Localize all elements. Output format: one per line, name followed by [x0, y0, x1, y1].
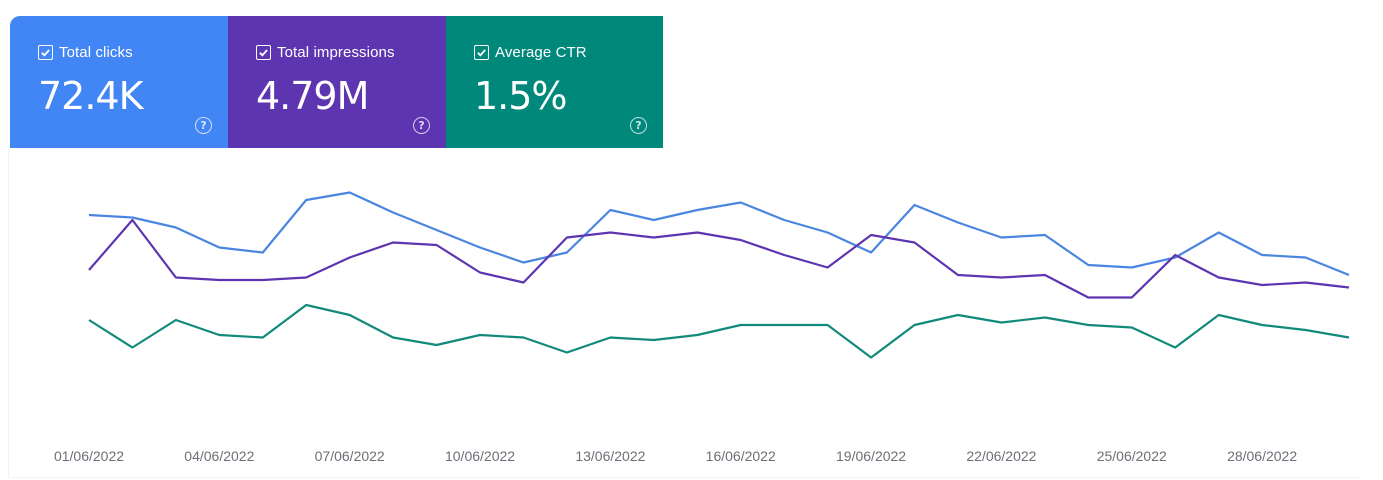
series-line-2	[88, 303, 1350, 359]
metric-card-total-clicks[interactable]: Total clicks 72.4K ?	[10, 16, 228, 148]
x-tick-label: 07/06/2022	[315, 448, 385, 464]
x-tick-label: 13/06/2022	[575, 448, 645, 464]
metric-card-header: Average CTR	[474, 44, 587, 61]
metric-card-header: Total clicks	[38, 44, 133, 61]
checkbox-checked-icon[interactable]	[38, 45, 53, 60]
metric-label: Total clicks	[59, 44, 133, 61]
metric-value: 72.4K	[38, 74, 144, 118]
metric-cards: Total clicks 72.4K ? Total impressions 4…	[10, 16, 663, 148]
metric-value: 1.5%	[474, 74, 568, 118]
metric-card-average-ctr[interactable]: Average CTR 1.5% ?	[446, 16, 663, 148]
x-tick-label: 25/06/2022	[1097, 448, 1167, 464]
x-tick-label: 28/06/2022	[1227, 448, 1297, 464]
x-tick-label: 22/06/2022	[966, 448, 1036, 464]
help-icon[interactable]: ?	[195, 117, 212, 134]
metric-label: Average CTR	[495, 44, 587, 61]
x-tick-label: 10/06/2022	[445, 448, 515, 464]
metric-label: Total impressions	[277, 44, 395, 61]
chart-baseline	[8, 477, 1360, 478]
series-line-1	[88, 218, 1350, 299]
help-icon[interactable]: ?	[413, 117, 430, 134]
help-icon[interactable]: ?	[630, 117, 647, 134]
metric-value: 4.79M	[256, 74, 369, 118]
series-line-0	[88, 191, 1350, 277]
checkbox-checked-icon[interactable]	[474, 45, 489, 60]
x-tick-label: 01/06/2022	[54, 448, 124, 464]
metric-card-header: Total impressions	[256, 44, 395, 61]
x-tick-label: 04/06/2022	[184, 448, 254, 464]
checkbox-checked-icon[interactable]	[256, 45, 271, 60]
x-tick-label: 16/06/2022	[706, 448, 776, 464]
chart-left-rule	[8, 148, 9, 478]
metric-card-total-impressions[interactable]: Total impressions 4.79M ?	[228, 16, 446, 148]
x-tick-label: 19/06/2022	[836, 448, 906, 464]
